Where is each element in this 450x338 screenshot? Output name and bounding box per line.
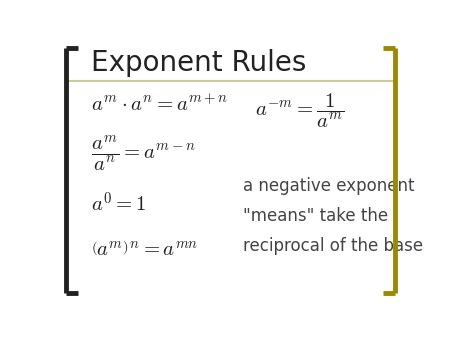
Text: $a^{0} = 1$: $a^{0} = 1$ bbox=[91, 191, 146, 215]
Text: reciprocal of the base: reciprocal of the base bbox=[243, 237, 423, 255]
Text: $a^{-m} = \dfrac{1}{a^{m}}$: $a^{-m} = \dfrac{1}{a^{m}}$ bbox=[255, 92, 345, 130]
Text: $a^{m} \cdot a^{n} = a^{m+n}$: $a^{m} \cdot a^{n} = a^{m+n}$ bbox=[91, 94, 229, 115]
Text: $\left(a^{m}\right)^{n} = a^{mn}$: $\left(a^{m}\right)^{n} = a^{mn}$ bbox=[91, 240, 198, 260]
Text: a negative exponent: a negative exponent bbox=[243, 177, 414, 195]
Text: Exponent Rules: Exponent Rules bbox=[91, 49, 306, 77]
Text: $\dfrac{a^{m}}{a^{n}} = a^{m-n}$: $\dfrac{a^{m}}{a^{n}} = a^{m-n}$ bbox=[91, 134, 196, 174]
Text: "means" take the: "means" take the bbox=[243, 207, 388, 225]
